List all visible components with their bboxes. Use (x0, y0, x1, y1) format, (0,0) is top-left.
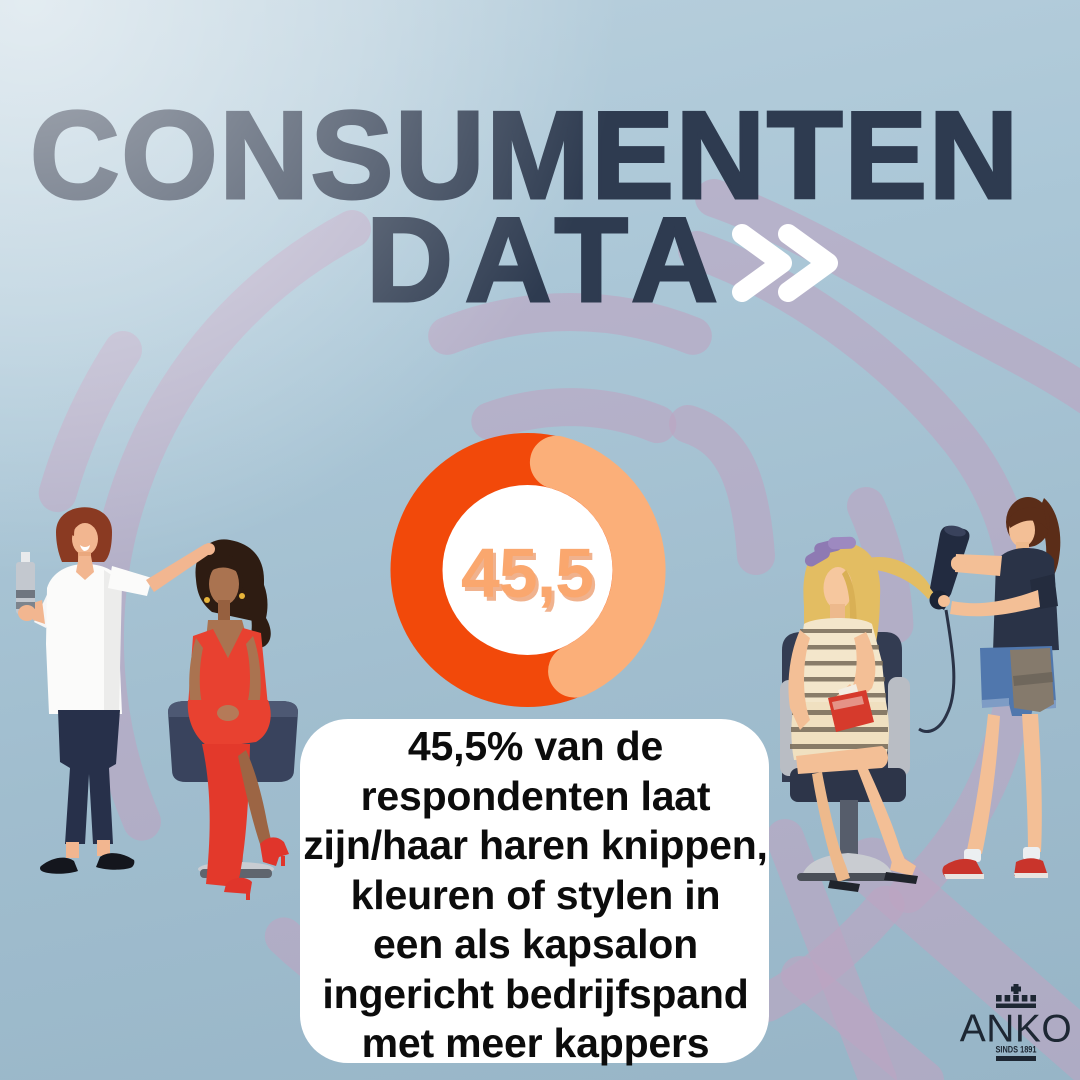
svg-text:SINDS 1891: SINDS 1891 (996, 1045, 1037, 1055)
